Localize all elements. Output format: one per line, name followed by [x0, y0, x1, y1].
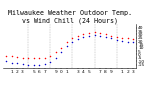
Point — [99, 35, 101, 36]
Point — [104, 34, 107, 35]
Point — [93, 34, 96, 36]
Point — [38, 58, 40, 59]
Title: Milwaukee Weather Outdoor Temp.
vs Wind Chill (24 Hours): Milwaukee Weather Outdoor Temp. vs Wind … — [8, 10, 132, 24]
Point — [77, 38, 79, 40]
Point — [77, 35, 79, 36]
Point — [93, 32, 96, 33]
Point — [82, 36, 85, 38]
Point — [27, 57, 29, 59]
Point — [104, 36, 107, 38]
Point — [88, 32, 90, 34]
Point — [55, 52, 57, 53]
Point — [21, 63, 24, 65]
Point — [115, 39, 118, 40]
Point — [71, 41, 74, 42]
Point — [49, 55, 52, 57]
Point — [121, 37, 124, 38]
Point — [88, 35, 90, 36]
Point — [66, 42, 68, 43]
Point — [99, 32, 101, 34]
Point — [71, 38, 74, 39]
Point — [27, 64, 29, 65]
Point — [43, 63, 46, 65]
Point — [126, 38, 129, 39]
Point — [126, 41, 129, 42]
Point — [10, 56, 13, 57]
Point — [10, 62, 13, 63]
Point — [115, 36, 118, 38]
Point — [38, 64, 40, 66]
Point — [49, 61, 52, 63]
Point — [121, 40, 124, 42]
Point — [32, 64, 35, 66]
Point — [66, 45, 68, 46]
Point — [43, 57, 46, 59]
Point — [60, 51, 63, 52]
Point — [16, 56, 18, 58]
Point — [32, 58, 35, 59]
Point — [5, 55, 7, 57]
Point — [5, 60, 7, 62]
Point — [60, 47, 63, 48]
Point — [55, 57, 57, 59]
Point — [82, 34, 85, 35]
Point — [16, 62, 18, 64]
Point — [132, 38, 135, 40]
Point — [110, 38, 112, 39]
Point — [21, 57, 24, 59]
Point — [110, 35, 112, 36]
Point — [132, 42, 135, 43]
